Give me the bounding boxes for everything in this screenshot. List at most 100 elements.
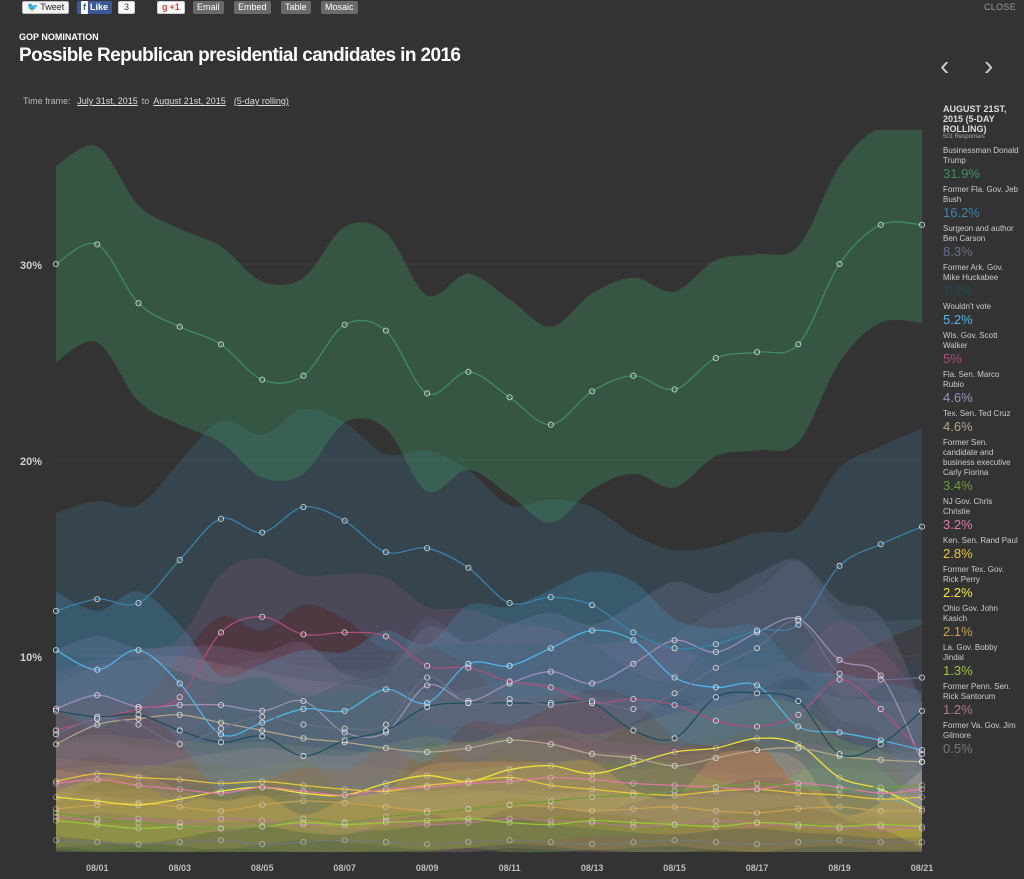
data-point — [341, 629, 348, 636]
legend-item[interactable]: Former Tex. Gov. Rick Perry 2.2% — [943, 565, 1019, 600]
data-point — [176, 711, 183, 718]
embed-button[interactable]: Embed — [234, 0, 271, 14]
legend-item-value: 1.2% — [943, 702, 973, 717]
legend-item-value: 5.2% — [943, 312, 973, 327]
data-point — [877, 839, 884, 846]
data-point — [795, 790, 802, 797]
google-plus-button[interactable]: g +1 — [157, 0, 185, 14]
legend-item-name: Wouldn't vote — [943, 302, 992, 311]
data-point — [795, 723, 802, 730]
data-point — [94, 692, 101, 699]
legend-item[interactable]: Former Va. Gov. Jim Gilmore 0.5% — [943, 721, 1019, 756]
series-line — [55, 737, 923, 810]
data-point — [300, 782, 307, 789]
data-point — [795, 341, 802, 348]
data-point — [217, 807, 225, 814]
legend-item[interactable]: Surgeon and author Ben Carson 8.3% — [943, 224, 1019, 259]
legend-item-name: Former Ark. Gov. Mike Huckabee — [943, 263, 1004, 282]
legend-item[interactable]: Ohio Gov. John Kasich 2.1% — [943, 604, 1019, 639]
data-point — [795, 711, 802, 718]
data-point — [877, 541, 884, 548]
timeframe-end-link[interactable]: August 21st, 2015 — [153, 96, 226, 106]
data-point — [712, 717, 719, 724]
data-point — [135, 825, 142, 832]
confidence-band — [56, 561, 922, 804]
confidence-band — [56, 633, 922, 816]
data-point — [589, 786, 596, 793]
data-point — [589, 770, 596, 777]
series-line — [55, 776, 923, 796]
data-point — [341, 321, 348, 328]
data-point — [382, 813, 389, 820]
timeframe-start-link[interactable]: July 31st, 2015 — [77, 96, 138, 106]
next-arrow-icon[interactable]: › — [984, 50, 994, 81]
x-tick-label: 08/07 — [333, 863, 356, 873]
data-point — [52, 805, 60, 812]
timeframe-mode-link[interactable]: (5-day rolling) — [233, 96, 289, 106]
legend-item-value: 31.9% — [943, 166, 980, 181]
data-point — [424, 674, 431, 681]
data-point — [465, 660, 472, 667]
legend-item-value: 2.1% — [943, 624, 973, 639]
data-point — [671, 674, 678, 681]
prev-arrow-icon[interactable]: ‹ — [940, 50, 950, 81]
legend-heading: AUGUST 21ST, 2015 (5-DAY ROLLING) — [943, 104, 1007, 134]
tweet-button[interactable]: 🐦 Tweet — [22, 0, 70, 14]
data-point — [506, 815, 513, 822]
data-point — [300, 721, 307, 728]
legend-item[interactable]: Former Fla. Gov. Jeb Bush 16.2% — [943, 185, 1019, 220]
series-line — [55, 839, 923, 845]
legend-item[interactable]: NJ Gov. Chris Christie 3.2% — [943, 497, 1019, 532]
data-point — [300, 372, 307, 379]
data-point — [630, 637, 637, 644]
legend-item[interactable]: Fla. Sen. Marco Rubio 4.6% — [943, 370, 1019, 405]
mosaic-button[interactable]: Mosaic — [321, 0, 358, 14]
legend-item[interactable]: Former Ark. Gov. Mike Huckabee 7.2% — [943, 263, 1019, 298]
series-line — [55, 617, 923, 763]
legend-item-name: Former Tex. Gov. Rick Perry — [943, 565, 1005, 584]
legend-item-name: Tex. Sen. Ted Cruz — [943, 409, 1011, 418]
legend-item[interactable]: Wis. Gov. Scott Walker 5% — [943, 331, 1019, 366]
legend-item[interactable]: Wouldn't vote 5.2% — [943, 302, 1019, 327]
data-point — [382, 686, 389, 693]
timeframe: Time frame: July 31st, 2015 to August 21st… — [23, 96, 293, 106]
legend-item[interactable]: Businessman Donald Trump 31.9% — [943, 146, 1019, 181]
data-point — [300, 631, 307, 638]
facebook-like-button[interactable]: f Like — [77, 0, 113, 14]
data-point — [424, 682, 431, 689]
legend-item[interactable]: Tex. Sen. Ted Cruz 4.6% — [943, 409, 1019, 434]
data-point — [259, 727, 266, 734]
legend-item[interactable]: Former Sen. candidate and business execu… — [943, 438, 1019, 493]
data-point — [382, 786, 389, 793]
data-point — [753, 841, 761, 848]
data-point — [547, 421, 554, 428]
data-point — [382, 633, 389, 640]
data-point — [506, 737, 513, 744]
data-point — [217, 701, 225, 709]
data-point — [877, 737, 884, 744]
data-point — [712, 754, 719, 761]
data-point — [94, 776, 101, 783]
email-button[interactable]: Email — [193, 0, 224, 14]
data-point — [795, 698, 802, 705]
data-point — [465, 664, 472, 671]
twitter-icon: 🐦 — [27, 1, 39, 12]
legend-item[interactable]: Ken. Sen. Rand Paul 2.8% — [943, 536, 1019, 561]
table-button[interactable]: Table — [281, 0, 311, 14]
data-point — [465, 819, 472, 826]
data-point — [300, 839, 307, 846]
confidence-band — [56, 130, 922, 523]
legend-item[interactable]: Former Penn. Sen. Rick Santorum 1.2% — [943, 682, 1019, 717]
data-point — [135, 715, 142, 722]
x-tick-label: 08/09 — [416, 863, 439, 873]
legend-item[interactable]: La. Gov. Bobby Jindal 1.3% — [943, 643, 1019, 678]
data-point — [712, 684, 719, 691]
data-point — [589, 794, 596, 801]
data-point — [506, 600, 513, 607]
close-button[interactable]: CLOSE — [983, 2, 1016, 12]
data-point — [341, 725, 348, 732]
data-point — [877, 784, 884, 791]
confidence-band — [56, 698, 922, 849]
data-point — [630, 754, 637, 761]
data-point — [465, 699, 472, 707]
